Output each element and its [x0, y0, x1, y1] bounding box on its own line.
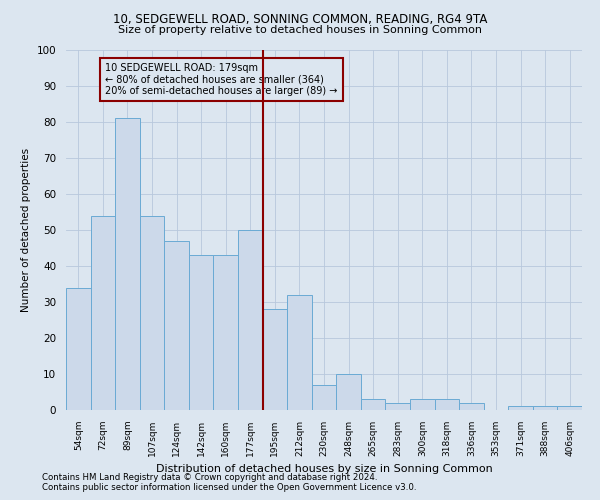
Bar: [533, 406, 557, 410]
Bar: [287, 295, 312, 410]
Bar: [361, 399, 385, 410]
Bar: [410, 399, 434, 410]
Text: 10 SEDGEWELL ROAD: 179sqm
← 80% of detached houses are smaller (364)
20% of semi: 10 SEDGEWELL ROAD: 179sqm ← 80% of detac…: [106, 62, 338, 96]
Bar: [557, 406, 582, 410]
Bar: [115, 118, 140, 410]
Y-axis label: Number of detached properties: Number of detached properties: [21, 148, 31, 312]
Text: Contains public sector information licensed under the Open Government Licence v3: Contains public sector information licen…: [42, 484, 416, 492]
Bar: [91, 216, 115, 410]
Text: 10, SEDGEWELL ROAD, SONNING COMMON, READING, RG4 9TA: 10, SEDGEWELL ROAD, SONNING COMMON, READ…: [113, 12, 487, 26]
Bar: [164, 241, 189, 410]
Bar: [385, 403, 410, 410]
Bar: [263, 309, 287, 410]
X-axis label: Distribution of detached houses by size in Sonning Common: Distribution of detached houses by size …: [155, 464, 493, 474]
Bar: [459, 403, 484, 410]
Bar: [434, 399, 459, 410]
Bar: [214, 255, 238, 410]
Bar: [66, 288, 91, 410]
Bar: [508, 406, 533, 410]
Bar: [336, 374, 361, 410]
Bar: [140, 216, 164, 410]
Text: Contains HM Land Registry data © Crown copyright and database right 2024.: Contains HM Land Registry data © Crown c…: [42, 474, 377, 482]
Bar: [189, 255, 214, 410]
Text: Size of property relative to detached houses in Sonning Common: Size of property relative to detached ho…: [118, 25, 482, 35]
Bar: [312, 385, 336, 410]
Bar: [238, 230, 263, 410]
